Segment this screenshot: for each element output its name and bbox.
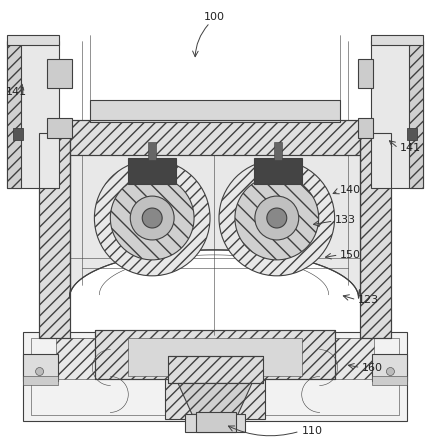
Bar: [196, 412, 236, 432]
Circle shape: [255, 196, 299, 240]
Circle shape: [36, 368, 44, 376]
Bar: [409, 40, 423, 188]
Bar: [372, 40, 423, 188]
Bar: [39, 133, 70, 337]
Bar: [254, 158, 302, 184]
Text: 110: 110: [302, 426, 323, 436]
Bar: [95, 329, 335, 380]
Bar: [7, 35, 58, 44]
Bar: [357, 119, 374, 138]
Bar: [46, 59, 73, 88]
Bar: [360, 133, 391, 337]
Bar: [185, 414, 245, 432]
Text: 100: 100: [203, 12, 224, 22]
Circle shape: [142, 208, 162, 228]
Bar: [7, 40, 21, 188]
Text: 160: 160: [362, 363, 383, 373]
Bar: [91, 100, 340, 123]
Circle shape: [94, 160, 210, 276]
Bar: [55, 337, 375, 380]
Bar: [13, 128, 23, 140]
Circle shape: [267, 208, 287, 228]
Text: 133: 133: [335, 215, 356, 225]
Bar: [70, 120, 360, 155]
Text: 141: 141: [6, 87, 27, 97]
Bar: [165, 377, 265, 420]
Bar: [128, 337, 302, 376]
Bar: [46, 119, 73, 138]
Bar: [360, 133, 391, 337]
Bar: [128, 158, 176, 184]
Circle shape: [130, 196, 174, 240]
Bar: [39, 133, 70, 337]
Bar: [91, 100, 340, 123]
Text: 150: 150: [340, 250, 361, 260]
Bar: [70, 120, 360, 155]
Bar: [372, 35, 423, 44]
Bar: [168, 356, 263, 384]
Polygon shape: [69, 155, 360, 298]
Bar: [148, 142, 156, 160]
Circle shape: [387, 368, 394, 376]
Text: 123: 123: [357, 295, 379, 305]
Bar: [30, 337, 399, 416]
Circle shape: [110, 176, 194, 260]
Bar: [7, 40, 58, 188]
Bar: [23, 376, 57, 385]
Bar: [372, 353, 408, 381]
Bar: [357, 59, 374, 88]
Bar: [372, 376, 408, 385]
Bar: [408, 128, 417, 140]
Circle shape: [219, 160, 335, 276]
Bar: [23, 332, 408, 421]
Bar: [274, 142, 282, 160]
Bar: [23, 353, 57, 381]
Text: 141: 141: [399, 143, 420, 153]
Text: 140: 140: [340, 185, 361, 195]
Circle shape: [235, 176, 319, 260]
Polygon shape: [178, 384, 252, 414]
Bar: [95, 329, 335, 380]
